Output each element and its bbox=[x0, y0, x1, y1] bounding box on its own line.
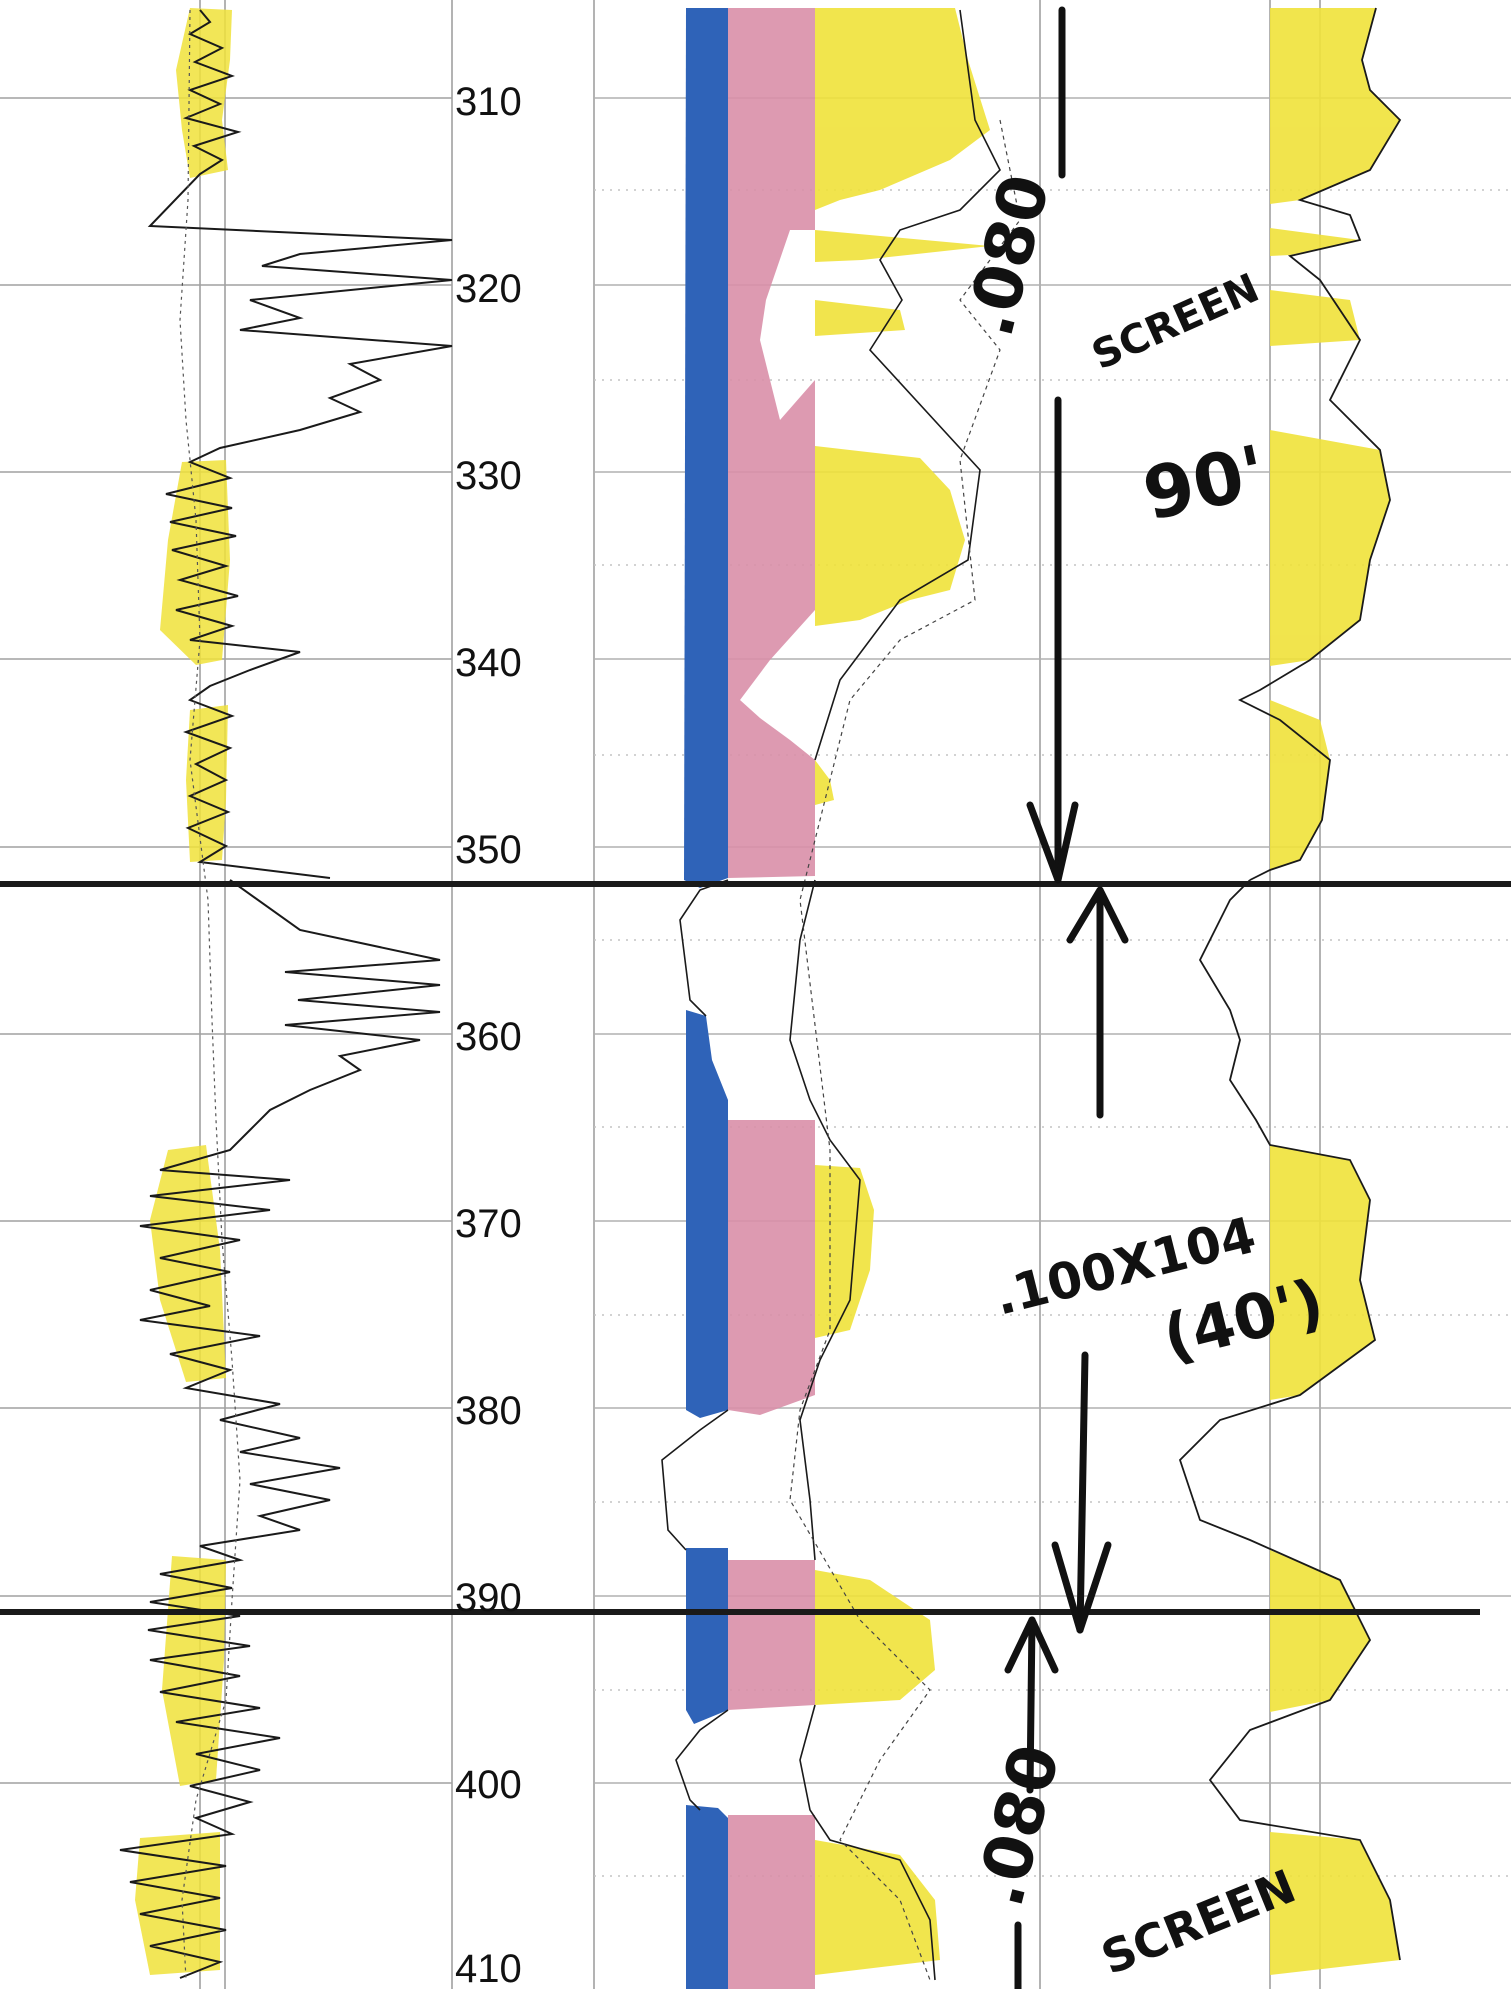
track1-curve bbox=[119, 9, 453, 1979]
depth-axis: 310 320 330 340 350 360 370 380 390 400 … bbox=[455, 80, 522, 1989]
screen2-slot: .080 bbox=[961, 1737, 1075, 1914]
depth-label-400: 400 bbox=[455, 1763, 522, 1807]
arrow-head-up-2 bbox=[1004, 1616, 1059, 1674]
depth-label-360: 360 bbox=[455, 1015, 522, 1059]
depth-label-320: 320 bbox=[455, 267, 522, 311]
track2-blue bbox=[684, 8, 728, 1989]
annotation-arrows bbox=[1004, 6, 1129, 1989]
track3-curve bbox=[1178, 7, 1402, 1961]
track2-pink bbox=[728, 8, 815, 1989]
interval-boundaries bbox=[0, 881, 1511, 1615]
track3-yellow bbox=[1270, 8, 1400, 1975]
depth-label-390: 390 bbox=[455, 1576, 522, 1620]
screen1-length: 90' bbox=[1136, 429, 1273, 537]
track2-yellow bbox=[815, 8, 990, 1975]
depth-label-380: 380 bbox=[455, 1389, 522, 1433]
arrow-head-up-1 bbox=[1066, 886, 1129, 944]
depth-label-310: 310 bbox=[455, 80, 522, 124]
arrow-line-4 bbox=[1076, 1351, 1089, 1634]
track1-dotted-curve bbox=[179, 9, 241, 1981]
arrow-line-5 bbox=[1026, 1616, 1036, 1794]
screen1-slot: .080 bbox=[951, 167, 1065, 344]
arrow-head-down-1 bbox=[1026, 801, 1079, 884]
depth-label-370: 370 bbox=[455, 1202, 522, 1246]
depth-label-330: 330 bbox=[455, 454, 522, 498]
depth-label-410: 410 bbox=[455, 1947, 522, 1989]
track2-dotted-curve bbox=[789, 119, 1021, 1981]
screen1-word: SCREEN bbox=[1085, 265, 1265, 379]
arrow-head-down-2 bbox=[1051, 1541, 1112, 1634]
depth-label-340: 340 bbox=[455, 641, 522, 685]
depth-label-350: 350 bbox=[455, 828, 522, 872]
